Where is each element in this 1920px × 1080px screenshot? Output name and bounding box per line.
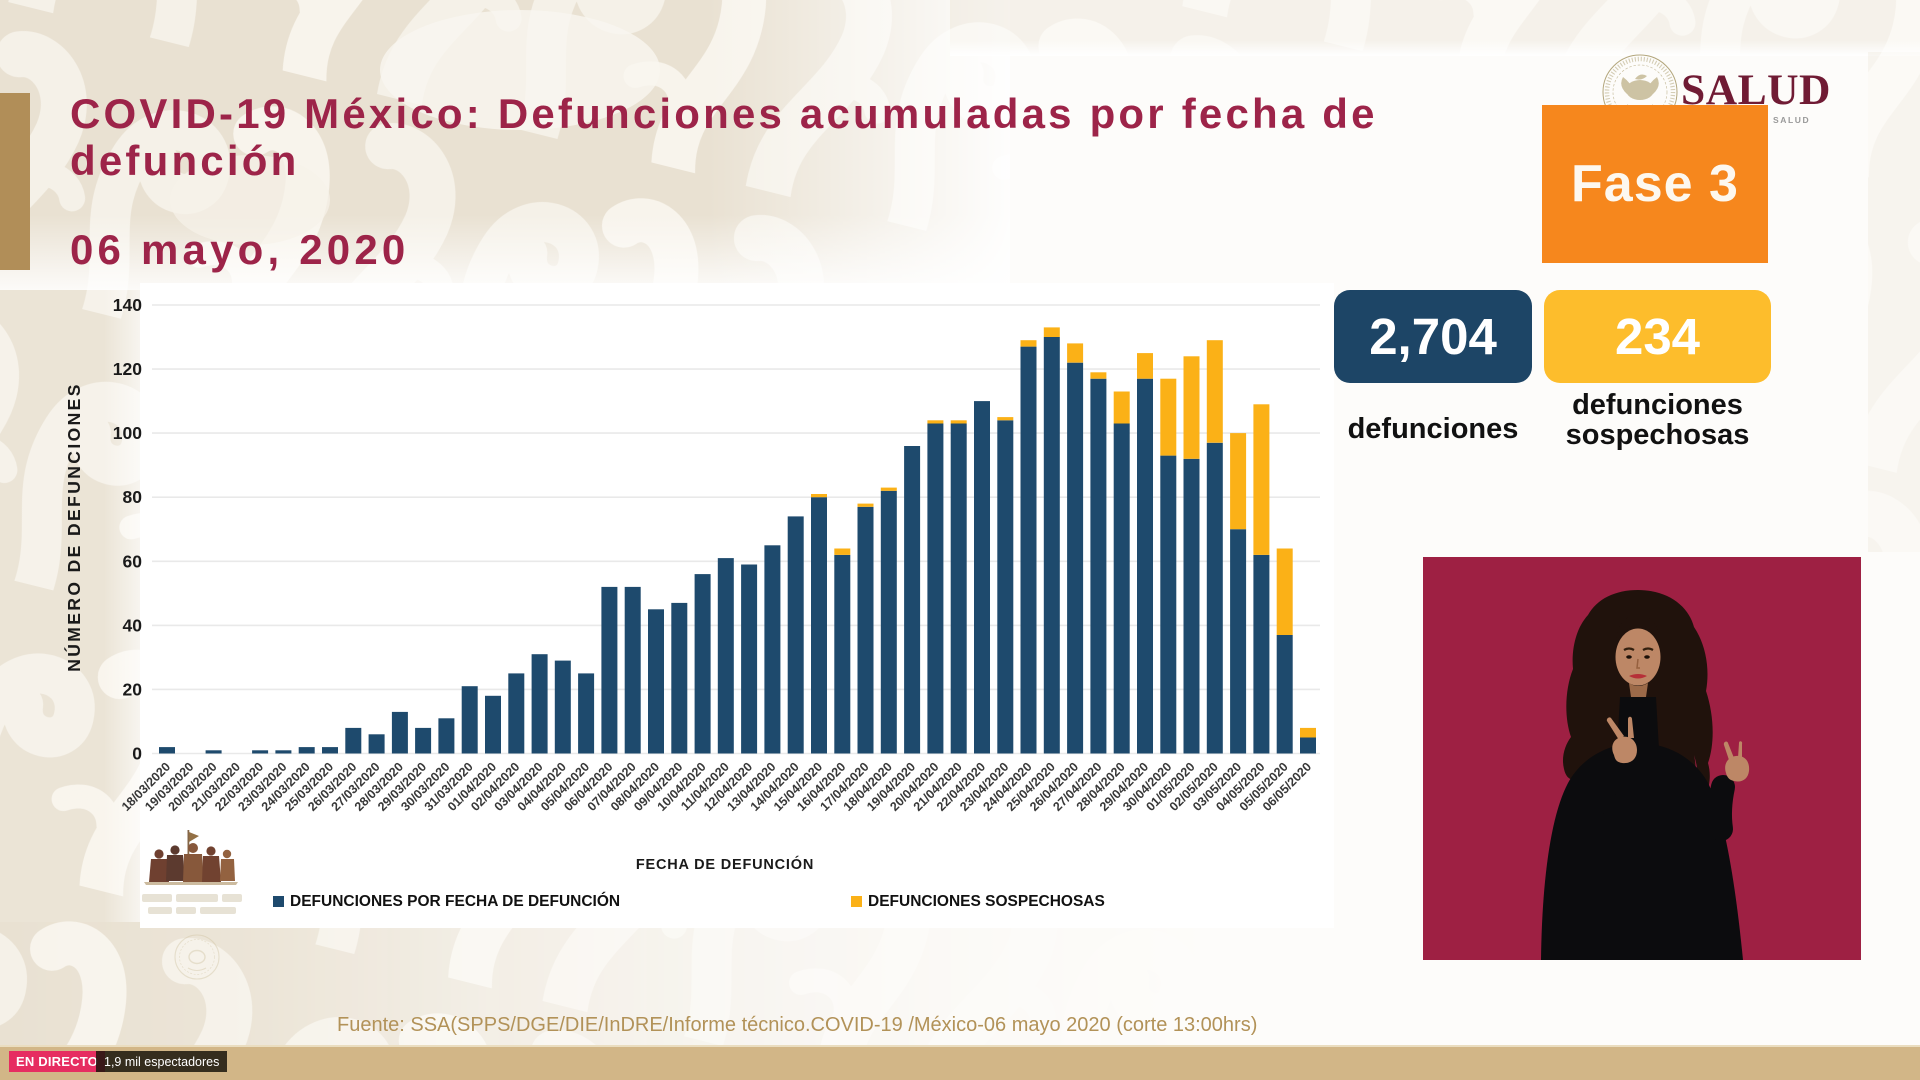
svg-text:100: 100	[113, 423, 142, 443]
svg-text:FECHA DE DEFUNCIÓN: FECHA DE DEFUNCIÓN	[636, 855, 814, 873]
svg-text:80: 80	[123, 487, 143, 507]
svg-text:20: 20	[123, 679, 143, 699]
svg-text:DEFUNCIONES SOSPECHOSAS: DEFUNCIONES SOSPECHOSAS	[868, 893, 1105, 910]
svg-text:60: 60	[123, 551, 143, 571]
svg-text:140: 140	[113, 295, 142, 315]
svg-text:0: 0	[132, 744, 142, 764]
svg-text:DEFUNCIONES POR FECHA DE DEFUN: DEFUNCIONES POR FECHA DE DEFUNCIÓN	[290, 892, 620, 910]
svg-text:NÚMERO DE DEFUNCIONES: NÚMERO DE DEFUNCIONES	[63, 382, 84, 672]
svg-text:120: 120	[113, 359, 142, 379]
svg-text:40: 40	[123, 615, 143, 635]
